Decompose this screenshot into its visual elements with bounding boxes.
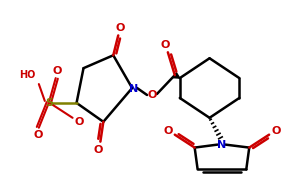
Text: O: O — [52, 66, 62, 76]
Text: HO: HO — [19, 70, 35, 80]
Text: O: O — [160, 40, 170, 50]
Text: O: O — [272, 126, 281, 136]
Text: O: O — [163, 126, 172, 136]
Text: O: O — [94, 144, 103, 155]
Text: O: O — [75, 117, 84, 127]
Polygon shape — [173, 73, 180, 78]
Text: O: O — [116, 23, 125, 33]
Text: S: S — [45, 98, 53, 108]
Text: N: N — [217, 140, 226, 150]
Text: N: N — [128, 84, 138, 94]
Text: O: O — [33, 130, 43, 140]
Text: O: O — [147, 90, 157, 100]
